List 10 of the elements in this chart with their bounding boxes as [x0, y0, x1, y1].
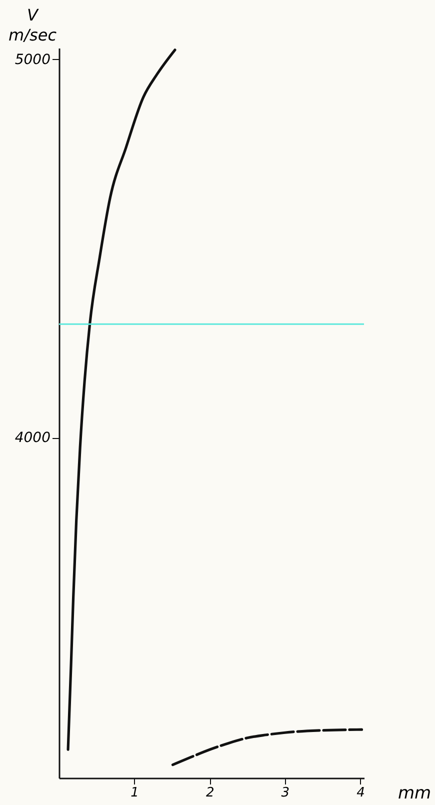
x-tick-label: 2 [206, 786, 214, 800]
y-tick-label: 4000 [14, 430, 51, 446]
x-tick-label: 1 [130, 786, 139, 800]
y-tick-label: 5000 [14, 52, 51, 68]
x-axis-title: mm [398, 784, 432, 804]
line-series [171, 728, 364, 766]
y-axis-title: V m/sec [8, 6, 57, 44]
line-series [66, 48, 176, 751]
x-tick-label: 4 [356, 786, 365, 800]
x-tick-label: 3 [281, 786, 290, 800]
